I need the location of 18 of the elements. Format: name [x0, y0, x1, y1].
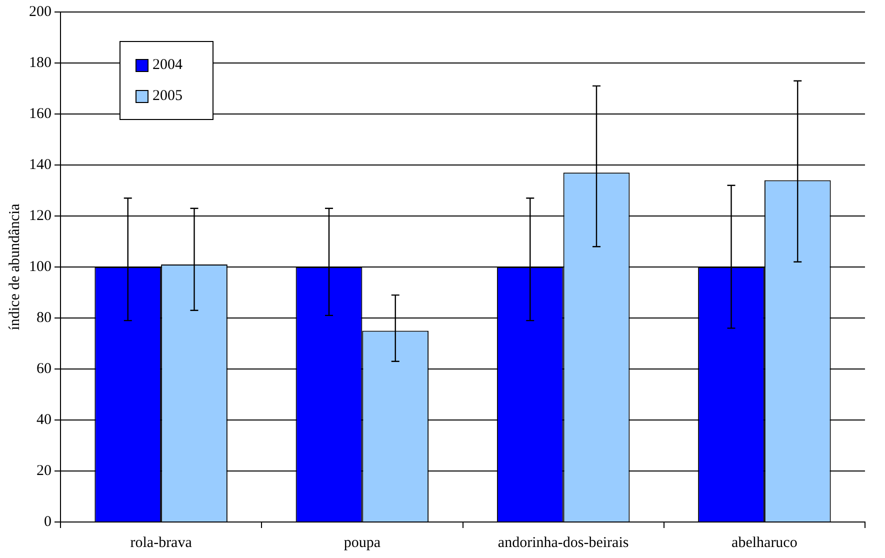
legend-label: 2005 — [152, 88, 182, 104]
y-axis-title: índice de abundância — [6, 203, 23, 330]
y-tick-label: 200 — [29, 4, 52, 20]
y-tick-label: 100 — [29, 258, 52, 275]
y-tick-label: 160 — [29, 106, 52, 122]
x-tick-label: rola-brava — [130, 534, 192, 551]
x-tick-label: abelharuco — [732, 534, 798, 551]
y-tick-label: 40 — [36, 412, 52, 428]
x-tick-label: andorinha-dos-beirais — [498, 534, 629, 551]
y-tick-label: 80 — [36, 310, 52, 326]
y-tick-label: 180 — [29, 54, 52, 71]
y-tick-label: 0 — [44, 514, 52, 530]
legend-label: 2004 — [152, 56, 183, 73]
y-tick-label: 120 — [29, 208, 52, 224]
x-tick-label: poupa — [344, 534, 381, 551]
y-tick-label: 140 — [29, 156, 52, 173]
y-tick-label: 20 — [36, 462, 52, 479]
y-tick-label: 60 — [36, 360, 52, 377]
